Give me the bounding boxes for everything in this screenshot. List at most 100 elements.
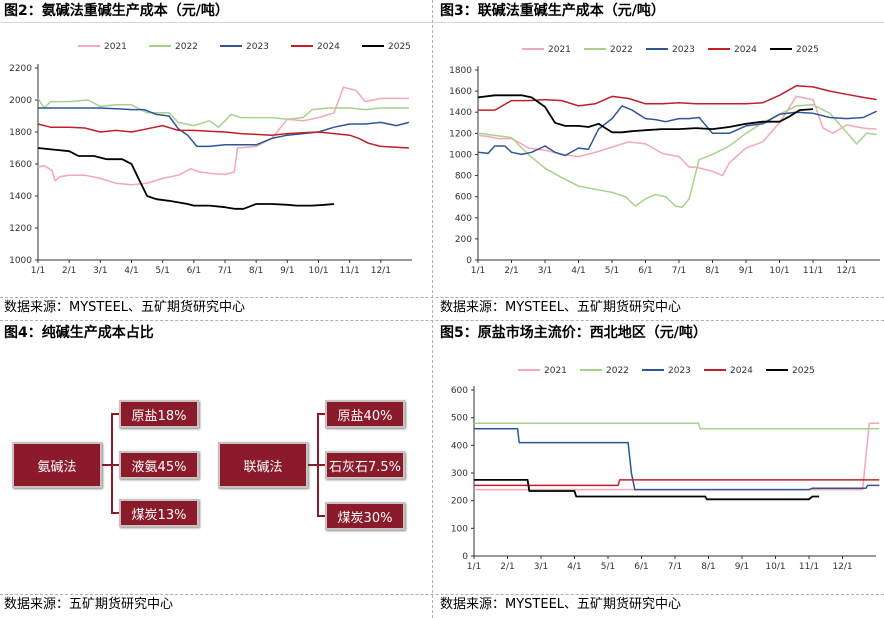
c2-x-tick-label: 10/1 [308,266,328,276]
tree-right-child-1: 原盐40% [325,400,405,428]
c3-x-tick-label: 2/1 [504,266,518,276]
c3-legend-label-2021: 2021 [548,45,571,55]
c2-x-tick-label: 6/1 [187,266,201,276]
c2-y-tick-label: 1200 [9,224,32,234]
tree-left-child-1: 原盐18% [119,400,199,428]
c3-legend-label-2022: 2022 [610,45,633,55]
cost-tree-source: 数据来源：五矿期货研究中心 [4,597,174,612]
c5-x-tick-label: 3/1 [534,562,548,572]
c5-series-2022 [474,422,880,430]
c3-y-tick-label: 1600 [449,87,472,97]
c3-y-tick-label: 1400 [449,108,472,118]
chart-2-title: 图2：氨碱法重碱生产成本（元/吨） [4,3,229,19]
c2-y-tick-label: 2200 [9,64,32,74]
c3-legend-label-2024: 2024 [734,45,757,55]
chart-5-source: 数据来源：MYSTEEL、五矿期货研究中心 [440,597,682,612]
tree-right-branch-2 [317,464,325,466]
panel-chart-3: 图3：联碱法重碱生产成本（元/吨） 0 200 400 600 800 1000 1200 1… [436,0,884,320]
c5-y-tick-label: 600 [451,386,468,396]
c2-legend-label-2025: 2025 [388,42,411,52]
c3-series-2024 [478,85,877,111]
c3-x-tick-label: 4/1 [571,266,585,276]
c5-legend-label-2023: 2023 [668,366,691,376]
c5-y-tick-label: 400 [451,441,468,451]
c3-series-2023 [477,105,878,157]
c3-y-tick-label: 600 [455,193,472,203]
tree-left-stem [102,464,112,466]
tree-right-child-2: 石灰石7.5% [325,451,405,479]
c2-x-tick-label: 11/1 [340,266,360,276]
c2-x-tick-label: 8/1 [249,266,263,276]
tree-left-child-2: 液氨45% [119,451,199,479]
tree-left-branch-1 [111,413,119,415]
c2-x-tick-label: 7/1 [218,266,232,276]
panel-chart-2: 图2：氨碱法重碱生产成本（元/吨） 1000 1200 1400 1600 1800 20… [0,0,430,320]
c3-x-tick-label: 6/1 [638,266,652,276]
c2-x-tick-label: 1/1 [31,266,45,276]
tree-right-branch-1 [317,413,325,415]
c2-legend-label-2023: 2023 [246,42,269,52]
cost-tree-title: 图4：纯碱生产成本占比 [4,325,154,341]
c3-y-tick-label: 200 [455,235,472,245]
c5-x-tick-label: 1/1 [467,562,481,572]
c3-x-tick-label: 10/1 [769,266,789,276]
tree-left-child-3: 煤炭13% [119,499,199,527]
c2-x-tick-label: 3/1 [93,266,107,276]
chart-2-svg: 1000 1200 1400 1600 1800 2000 2200 1/1 2/1 3/1 4/1… [9,42,412,276]
chart-2-source: 数据来源：MYSTEEL、五矿期货研究中心 [4,300,246,315]
c5-x-tick-label: 6/1 [634,562,648,572]
c3-y-tick-label: 400 [455,214,472,224]
tree-left-branch-2 [111,464,119,466]
c5-series-2025 [474,479,820,501]
chart-3-source: 数据来源：MYSTEEL、五矿期货研究中心 [440,300,682,315]
c3-x-tick-label: 1/1 [471,266,485,276]
tree-left-root: 氨碱法 [12,442,102,488]
c5-legend-label-2021: 2021 [544,366,567,376]
c2-series-2023 [38,107,410,148]
c3-x-tick-label: 5/1 [605,266,619,276]
c5-x-tick-label: 12/1 [832,562,852,572]
c5-x-tick-label: 4/1 [567,562,581,572]
c3-legend-label-2023: 2023 [672,45,695,55]
c3-legend-label-2025: 2025 [796,45,819,55]
tree-right-branch-3 [317,515,325,517]
c2-legend-label-2022: 2022 [175,42,198,52]
c3-y-tick-label: 1200 [449,129,472,139]
c5-series-2023 [474,427,880,491]
c5-legend-label-2022: 2022 [606,366,629,376]
panel-cost-tree: 图4：纯碱生产成本占比 氨碱法 原盐18% 液氨45% 煤炭13% 联碱法 原盐… [0,322,430,618]
chart-3-svg: 0 200 400 600 800 1000 1200 1400 1600 1800 1/1 2/1 3… [449,45,880,276]
c5-x-tick-label: 7/1 [668,562,682,572]
c3-series-2021 [477,95,877,177]
chart-3-title: 图3：联碱法重碱生产成本（元/吨） [440,3,665,19]
c5-legend-label-2025: 2025 [792,366,815,376]
c3-x-tick-label: 7/1 [672,266,686,276]
tree-left-spine [111,413,113,513]
c5-y-tick-label: 200 [451,497,468,507]
c3-series-2025 [477,94,814,134]
c3-y-tick-label: 0 [466,256,472,266]
chart-5-svg: 0 100 200 300 400 500 600 1/1 2/1 3/1 4/1 5/1 6/1 7/1… [451,366,880,572]
panel-chart-5: 图5：原盐市场主流价：西北地区（元/吨） 0 100 200 300 400 500 600… [436,322,884,618]
c3-x-tick-label: 8/1 [705,266,719,276]
c3-y-tick-label: 800 [455,172,472,182]
c5-x-tick-label: 9/1 [735,562,749,572]
chart-5-title: 图5：原盐市场主流价：西北地区（元/吨） [440,325,707,341]
c2-y-tick-label: 1800 [9,128,32,138]
c3-x-tick-label: 9/1 [739,266,753,276]
c3-x-tick-label: 3/1 [538,266,552,276]
c2-series-2024 [37,123,409,149]
c5-x-tick-label: 5/1 [601,562,615,572]
c5-y-tick-label: 100 [451,524,468,534]
c2-legend-label-2021: 2021 [104,42,127,52]
tree-right-stem [308,464,318,466]
c5-y-tick-label: 500 [451,414,468,424]
c3-x-tick-label: 12/1 [836,266,856,276]
c2-x-tick-label: 5/1 [155,266,169,276]
c3-series-2022 [477,104,877,208]
c5-x-tick-label: 11/1 [799,562,819,572]
tree-right-child-3: 煤炭30% [325,502,405,530]
c3-y-tick-label: 1800 [449,66,472,76]
c5-y-tick-label: 300 [451,469,468,479]
c3-x-tick-label: 11/1 [803,266,823,276]
